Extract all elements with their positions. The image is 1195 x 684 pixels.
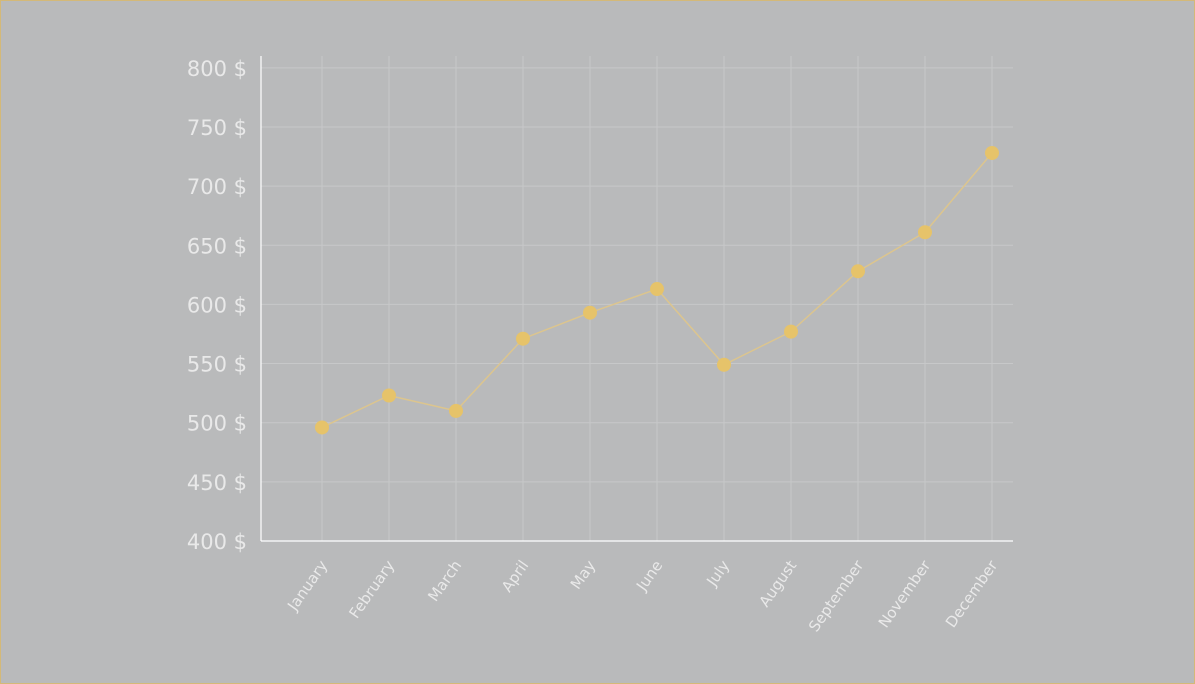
x-tick-label: December [942,556,1002,631]
y-tick-label: 550 $ [187,353,247,377]
series-points [315,146,999,435]
data-point [382,388,396,403]
y-tick-labels: 400 $ 450 $ 500 $ 550 $ 600 $ 650 $ 700 $ 750 $… [187,57,247,554]
y-tick-label: 650 $ [187,234,247,258]
x-tick-label: January [283,557,331,615]
grid-lines [261,56,1013,541]
x-tick-label: February [345,557,398,622]
y-tick-label: 600 $ [187,293,247,317]
data-point [717,357,731,372]
y-tick-label: 450 $ [187,471,247,495]
x-tick-label: August [755,557,800,610]
data-point [985,146,999,160]
y-tick-label: 700 $ [187,175,247,199]
x-tick-label: September [805,556,868,635]
data-point [315,420,329,435]
data-point [851,264,865,279]
data-point [449,403,463,418]
x-tick-label: June [632,557,666,595]
x-tick-label: May [567,557,600,593]
data-point [583,305,597,320]
x-tick-label: July [702,557,733,590]
y-tick-label: 800 $ [187,57,247,81]
data-point [516,331,530,346]
x-tick-labels: January February March April May June July Augu… [283,556,1001,635]
y-tick-label: 500 $ [187,412,247,436]
axes [260,56,1013,542]
data-point [784,324,798,339]
y-tick-label: 750 $ [187,116,247,140]
x-tick-label: April [498,557,532,595]
data-point [650,282,664,297]
data-point [918,225,932,240]
y-tick-label: 400 $ [187,530,247,554]
x-tick-label: March [424,557,465,605]
x-tick-label: November [875,556,935,631]
